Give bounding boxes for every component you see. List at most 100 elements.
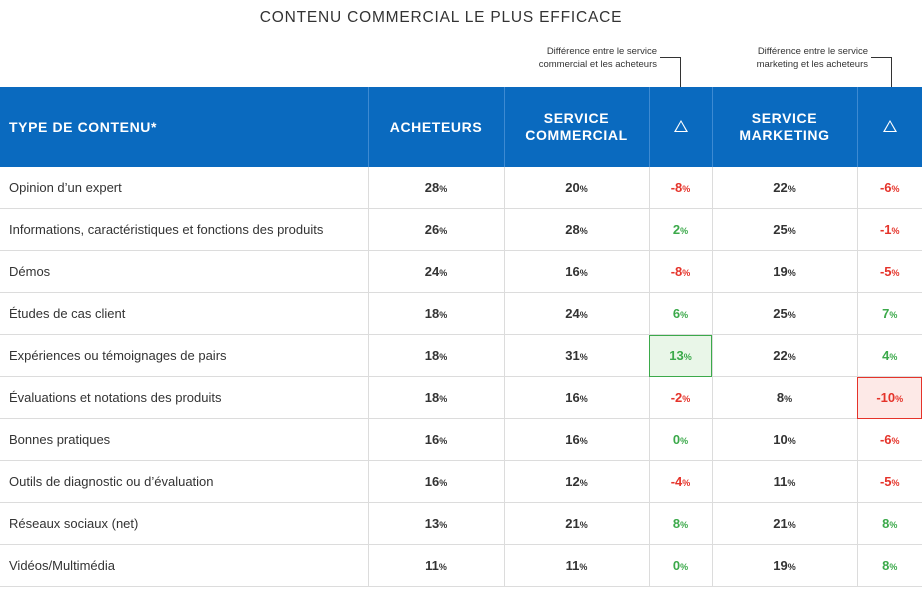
marketing-difference: 8% [857,544,922,587]
sales-value-number: 21 [565,516,580,531]
percent-sign: % [787,184,796,194]
sales-difference-note: Différence entre le service commercial e… [538,46,657,70]
percent-sign: % [682,394,691,404]
table-row: Bonnes pratiques 16% 16% 0% 10% -6% [0,418,922,461]
buyers-value: 18% [368,376,505,419]
percent-sign: % [439,436,448,446]
sales-difference-number: -8 [670,264,683,279]
marketing-note-leader-line [871,57,892,114]
marketing-difference-number: 8 [882,516,890,531]
table-row: Démos 24% 16% -8% 19% -5% [0,250,922,293]
marketing-difference: 8% [857,502,922,545]
sales-difference-number: 0 [672,558,681,573]
percent-sign: % [439,226,448,236]
buyers-value-number: 13 [424,516,440,531]
percent-sign: % [891,184,900,194]
sales-difference-number: -4 [670,474,683,489]
percent-sign: % [439,394,448,404]
table-header-row: TYPE DE CONTENU* ACHETEURS SERVICE COMME… [0,87,922,167]
marketing-value: 22% [712,334,858,377]
header-content-type: TYPE DE CONTENU* [0,87,369,167]
percent-sign: % [787,226,796,236]
buyers-value-number: 28 [424,180,440,195]
sales-value-number: 24 [565,306,580,321]
percent-sign: % [579,520,588,530]
marketing-difference-number: 4 [882,348,890,363]
marketing-difference-number: -6 [879,180,892,195]
marketing-difference: -1% [857,208,922,251]
percent-sign: % [891,478,900,488]
sales-value: 16% [504,250,650,293]
sales-value-number: 31 [565,348,580,363]
marketing-difference: 4% [857,334,922,377]
sales-value-number: 16 [565,432,580,447]
row-label: Informations, caractéristiques et foncti… [0,208,369,251]
marketing-difference: -6% [857,167,922,209]
row-label: Réseaux sociaux (net) [0,502,369,545]
row-label-number: Évaluations et notations des produits [9,390,222,405]
sales-value: 16% [504,376,650,419]
marketing-value-number: 8 [776,390,785,405]
table-row: Réseaux sociaux (net) 13% 21% 8% 21% 8% [0,502,922,545]
marketing-value: 22% [712,167,858,209]
sales-note-leader-line [660,57,681,114]
percent-sign: % [787,520,796,530]
sales-value-number: 12 [565,474,580,489]
percent-sign: % [439,520,448,530]
percent-sign: % [682,268,691,278]
row-label-number: Bonnes pratiques [9,432,111,447]
marketing-difference: -6% [857,418,922,461]
marketing-difference: -5% [857,250,922,293]
sales-difference: -8% [649,167,713,209]
header-sales: SERVICE COMMERCIAL [504,87,650,167]
marketing-difference: -5% [857,460,922,503]
percent-sign: % [787,478,796,488]
percent-sign: % [787,310,796,320]
percent-sign: % [889,562,898,572]
table-row: Évaluations et notations des produits 18%… [0,376,922,419]
marketing-value-number: 10 [773,432,788,447]
percent-sign: % [683,352,692,362]
buyers-value: 18% [368,334,505,377]
table-row: Outils de diagnostic ou d’évaluation 16% 1… [0,460,922,503]
percent-sign: % [889,310,898,320]
percent-sign: % [680,310,689,320]
sales-difference: 8% [649,502,713,545]
marketing-value: 10% [712,418,858,461]
percent-sign: % [439,478,448,488]
percent-sign: % [579,478,588,488]
buyers-value-number: 18 [424,390,440,405]
marketing-difference-number: 7 [882,306,890,321]
row-label: Démos [0,250,369,293]
percent-sign: % [895,394,904,404]
percent-sign: % [579,352,588,362]
marketing-difference-number: -10 [876,390,896,405]
marketing-value: 19% [712,250,858,293]
sales-difference: 0% [649,544,713,587]
buyers-value: 18% [368,292,505,335]
buyers-value-number: 16 [424,474,440,489]
percent-sign: % [579,268,588,278]
sales-difference-number: 2 [672,222,681,237]
marketing-value-number: 21 [773,516,788,531]
page-title: CONTENU COMMERCIAL LE PLUS EFFICACE [259,9,623,26]
percent-sign: % [680,520,689,530]
header-sales-delta [649,87,713,167]
percent-sign: % [682,478,691,488]
marketing-difference: 7% [857,292,922,335]
percent-sign: % [784,394,793,404]
sales-value-number: 28 [565,222,580,237]
percent-sign: % [682,184,691,194]
row-label: Vidéos/Multimédia [0,544,369,587]
marketing-value: 11% [712,460,858,503]
sales-value: 24% [504,292,650,335]
row-label: Opinion d’un expert [0,167,369,209]
row-label: Expériences ou témoignages de pairs [0,334,369,377]
sales-difference: 0% [649,418,713,461]
sales-value: 31% [504,334,650,377]
sales-value: 16% [504,418,650,461]
marketing-value-number: 25 [773,222,788,237]
percent-sign: % [579,562,588,572]
sales-difference-number: 13 [669,348,684,363]
row-label-number: Vidéos/Multimédia [9,558,115,573]
